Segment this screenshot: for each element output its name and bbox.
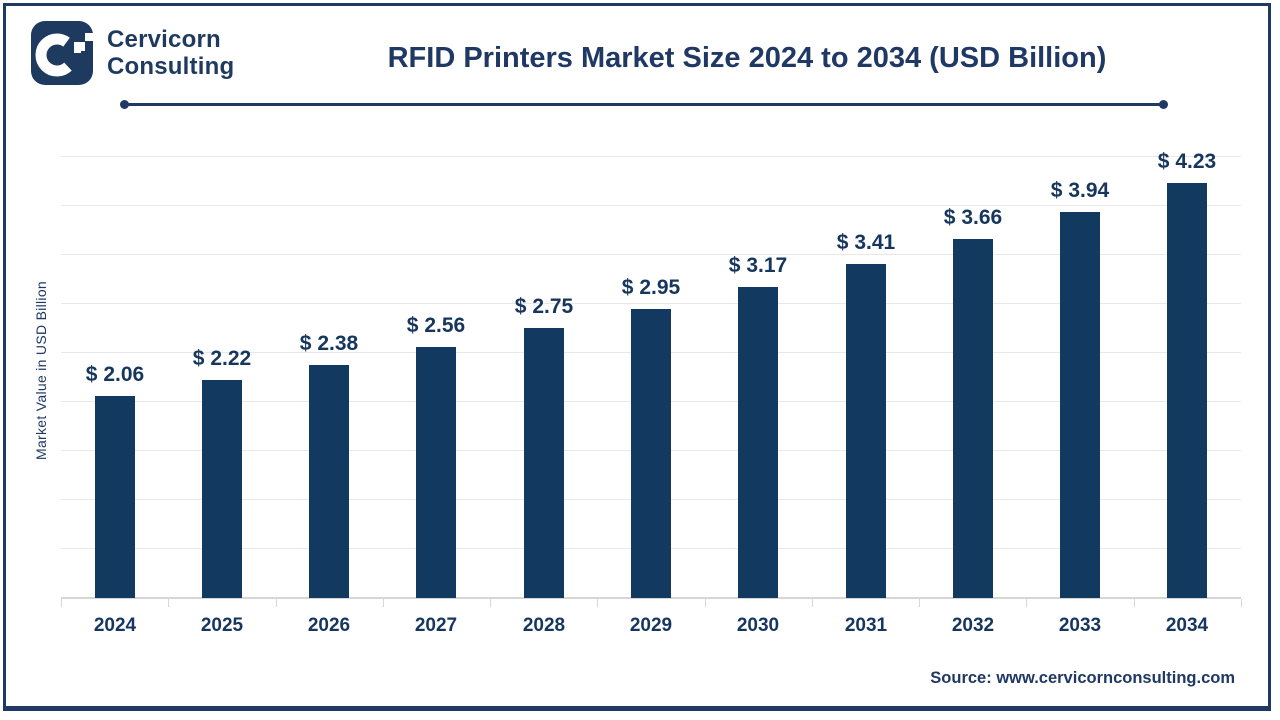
bar-value-label-2030: $ 3.17 [728, 254, 788, 277]
x-tick-label-2027: 2027 [414, 615, 458, 636]
bar-2029 [631, 309, 671, 598]
x-axis-tick [1241, 599, 1242, 607]
x-tick-label-2029: 2029 [629, 615, 673, 636]
x-axis-tick [168, 599, 169, 607]
x-tick-label-2033: 2033 [1058, 615, 1102, 636]
x-axis-tick [1134, 599, 1135, 607]
bar-value-label-2025: $ 2.22 [192, 347, 252, 370]
bar-value-label-2024: $ 2.06 [85, 363, 145, 386]
cervicorn-logo-icon [31, 21, 93, 85]
gridline-3.0 [61, 303, 1241, 304]
x-tick-label-2028: 2028 [522, 615, 566, 636]
y-axis-label: Market Value in USD Billion [33, 280, 49, 461]
logo-company-name-line2: Consulting [107, 53, 235, 80]
title-underline-rule [120, 100, 1168, 109]
gridline-4.5 [61, 156, 1241, 157]
bar-value-label-2028: $ 2.75 [514, 295, 574, 318]
bar-value-label-2031: $ 3.41 [836, 231, 896, 254]
x-axis-tick [490, 599, 491, 607]
bar-chart-plot-area: $ 2.06 2024 $ 2.22 2025 $ 2.38 2026 $ 2.56 2027… [61, 143, 1242, 636]
x-axis-tick [812, 599, 813, 607]
bar-2024 [95, 396, 135, 598]
logo-company-name: Cervicorn Consulting [107, 26, 234, 80]
x-axis-tick [919, 599, 920, 607]
x-axis-tick [597, 599, 598, 607]
bar-2032 [953, 239, 993, 598]
chart-title: RFID Printers Market Size 2024 to 2034 (… [387, 42, 1107, 74]
x-axis-tick [61, 599, 62, 607]
bar-value-label-2033: $ 3.94 [1050, 179, 1110, 202]
gridline-4.0 [61, 205, 1241, 206]
bar-value-label-2027: $ 2.56 [406, 314, 466, 337]
bar-2031 [846, 264, 886, 598]
bar-2026 [309, 365, 349, 598]
source-text: Source: www.cervicornconsulting.com [930, 669, 1235, 687]
bar-2030 [738, 287, 778, 598]
logo: Cervicorn Consulting [31, 21, 234, 85]
bar-value-label-2026: $ 2.38 [299, 332, 359, 355]
x-tick-label-2024: 2024 [93, 615, 137, 636]
bar-value-label-2032: $ 3.66 [943, 206, 1003, 229]
bar-2027 [416, 347, 456, 598]
bar-2028 [524, 328, 564, 598]
gridline-3.5 [61, 254, 1241, 255]
bar-2025 [202, 380, 242, 598]
bar-value-label-2034: $ 4.23 [1157, 150, 1217, 173]
x-tick-label-2026: 2026 [307, 615, 351, 636]
bar-2033 [1060, 212, 1100, 598]
x-tick-label-2034: 2034 [1165, 615, 1209, 636]
x-axis-tick [1026, 599, 1027, 607]
x-tick-label-2031: 2031 [844, 615, 888, 636]
x-tick-label-2032: 2032 [951, 615, 995, 636]
x-axis-tick [705, 599, 706, 607]
x-tick-label-2030: 2030 [736, 615, 780, 636]
bar-2034 [1167, 183, 1207, 598]
x-tick-label-2025: 2025 [200, 615, 244, 636]
bar-value-label-2029: $ 2.95 [621, 276, 681, 299]
x-axis-tick [383, 599, 384, 607]
page-frame: Cervicorn Consulting RFID Printers Marke… [3, 3, 1271, 711]
x-axis-line [61, 597, 1241, 599]
x-axis-tick [276, 599, 277, 607]
logo-company-name-line1: Cervicorn [107, 26, 221, 53]
